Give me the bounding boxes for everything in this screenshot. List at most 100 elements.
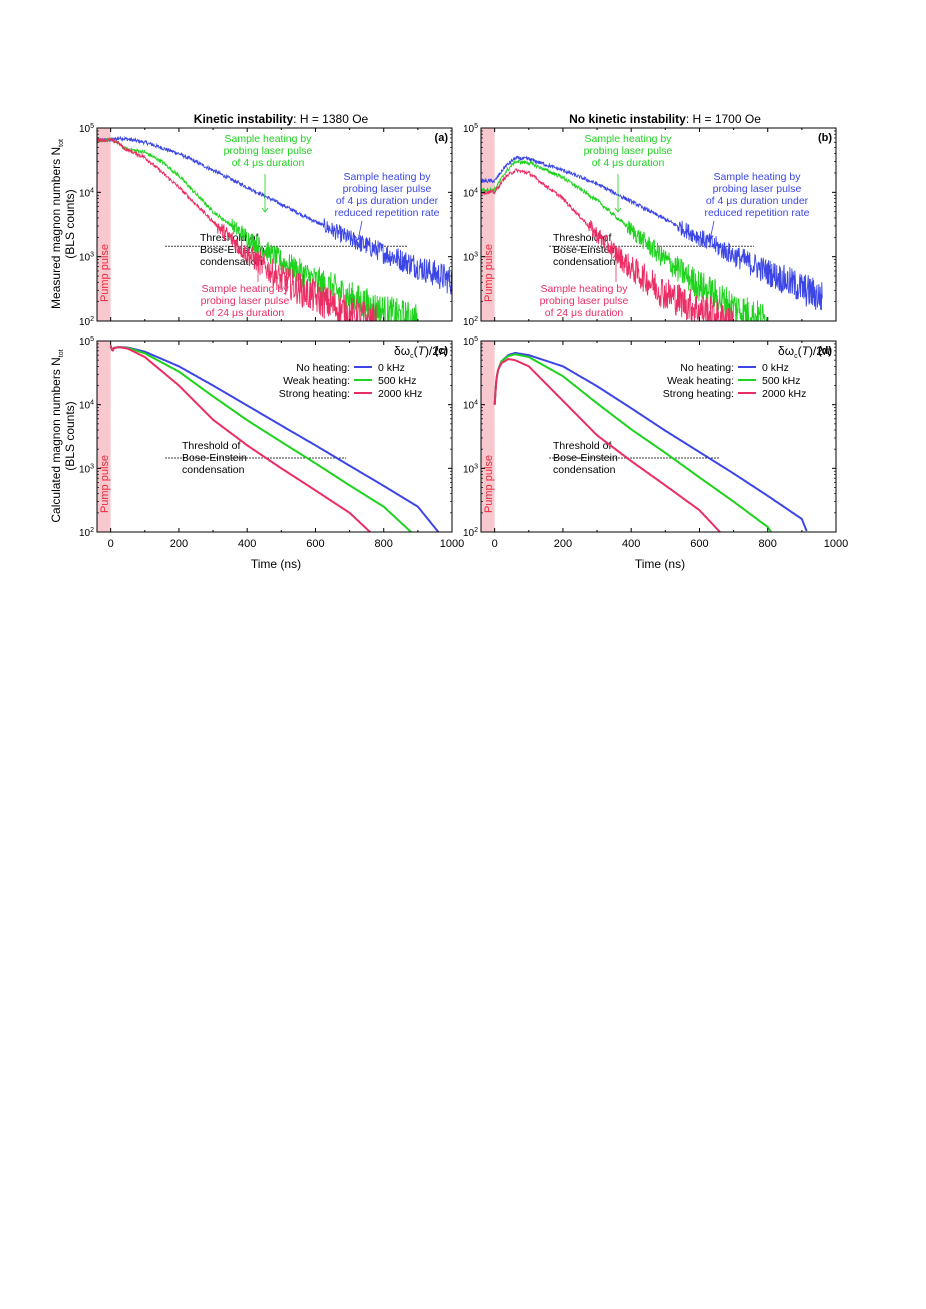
x-tick-label: 600	[306, 538, 324, 550]
ylabel-bottom-text: Calculated magnon numbers N	[49, 357, 63, 522]
annotation-green: Sample heating by	[585, 133, 673, 145]
series-line-blue	[97, 135, 452, 295]
ylabel-bottom-subscript: tot	[58, 349, 65, 357]
x-tick-label: 400	[622, 538, 640, 550]
series-line-green	[109, 345, 412, 532]
annotation-arrowhead	[706, 235, 714, 241]
x-tick-label: 200	[170, 538, 188, 550]
annotation-arrowhead	[261, 207, 269, 213]
annotation-red: probing laser pulse	[201, 295, 290, 307]
ylabel-bottom-line2: (BLS counts)	[63, 401, 77, 470]
threshold-label: condensation	[182, 464, 245, 476]
legend-value: 0 kHz	[378, 362, 405, 374]
x-tick-label: 1000	[440, 538, 464, 550]
threshold-label: condensation	[553, 464, 616, 476]
xlabel-left: Time (ns)	[251, 557, 301, 571]
series-line-blue	[109, 345, 440, 532]
legend-value: 2000 kHz	[378, 388, 422, 400]
x-tick-label: 600	[690, 538, 708, 550]
y-tick-label: 102	[79, 527, 94, 539]
y-tick-label: 105	[79, 123, 94, 135]
series-line-green	[97, 136, 418, 321]
legend-label: Weak heating:	[283, 375, 350, 387]
title-left-rest: : H = 1380 Oe	[293, 112, 368, 126]
panel-d: Pump pulse Threshold ofBose-Einsteinconde…	[463, 336, 848, 550]
pump-pulse-band	[481, 128, 495, 321]
y-tick-label: 105	[79, 336, 94, 348]
panel-label: (a)	[435, 132, 449, 144]
title-right-rest: : H = 1700 Oe	[686, 112, 761, 126]
series-line-red	[493, 358, 721, 532]
y-tick-label: 103	[79, 252, 94, 264]
series-line-blue	[481, 155, 823, 311]
series-group	[481, 155, 823, 321]
plot-frame	[480, 340, 837, 533]
annotation-arrowhead	[354, 235, 362, 241]
plot-frame	[96, 127, 453, 322]
annotation-blue: probing laser pulse	[713, 183, 802, 195]
annotation-green: Sample heating by	[225, 133, 313, 145]
y-tick-label: 105	[463, 123, 478, 135]
series-group	[109, 345, 440, 532]
pump-pulse-label: Pump pulse	[99, 455, 111, 513]
y-tick-label: 102	[79, 316, 94, 328]
threshold-label: Bose-Einstein	[553, 244, 618, 256]
threshold-label: condensation	[553, 256, 616, 268]
y-tick-label: 103	[463, 463, 478, 475]
ylabel-top-text: Measured magnon numbers N	[49, 147, 63, 309]
pump-pulse-label: Pump pulse	[483, 455, 495, 513]
plot-frame	[96, 340, 453, 533]
threshold-label: Threshold of	[553, 440, 611, 452]
annotation-blue: Sample heating by	[714, 171, 802, 183]
annotation-blue: of 4 μs duration under	[336, 195, 439, 207]
legend-value: 500 kHz	[762, 375, 801, 387]
legend-label: No heating:	[680, 362, 734, 374]
pump-pulse-label: Pump pulse	[483, 244, 495, 302]
annotation-arrowhead	[614, 207, 622, 213]
pump-pulse-band	[97, 341, 111, 532]
y-tick-label: 105	[463, 336, 478, 348]
legend-value: 2000 kHz	[762, 388, 806, 400]
ylabel-top-line2: (BLS counts)	[63, 189, 77, 258]
y-tick-label: 103	[79, 463, 94, 475]
y-tick-label: 103	[463, 252, 478, 264]
pump-pulse-label: Pump pulse	[99, 244, 111, 302]
x-tick-label: 0	[108, 538, 114, 550]
legend-label: Weak heating:	[667, 375, 734, 387]
ylabel-top: Measured magnon numbers Ntot (BLS counts…	[49, 139, 77, 309]
annotation-green: of 4 μs duration	[232, 157, 305, 169]
series-line-green	[481, 159, 768, 321]
x-tick-label: 800	[759, 538, 777, 550]
series-group	[97, 135, 452, 321]
y-tick-label: 102	[463, 316, 478, 328]
panel-label: (c)	[435, 345, 449, 357]
legend-value: 500 kHz	[378, 375, 417, 387]
panel-c: Pump pulse Threshold ofBose-Einsteinconde…	[79, 336, 464, 550]
legend-value: 0 kHz	[762, 362, 789, 374]
ylabel-bottom-line1: Calculated magnon numbers Ntot	[49, 349, 65, 522]
xlabel-right: Time (ns)	[635, 557, 685, 571]
threshold-label: Bose-Einstein	[553, 452, 618, 464]
annotation-green: of 4 μs duration	[592, 157, 665, 169]
annotation-blue: of 4 μs duration under	[706, 195, 809, 207]
x-tick-label: 0	[492, 538, 498, 550]
annotation-arrowhead	[254, 253, 262, 259]
y-tick-label: 104	[463, 187, 478, 199]
annotation-red: Sample heating by	[202, 283, 290, 295]
pump-pulse-band	[481, 341, 495, 532]
legend-title: δωc(T)/2π	[778, 344, 832, 360]
annotation-red: of 24 μs duration	[206, 307, 285, 319]
annotation-blue: probing laser pulse	[343, 183, 432, 195]
y-tick-label: 104	[463, 400, 478, 412]
threshold-label: Bose-Einstein	[182, 452, 247, 464]
series-group	[493, 351, 808, 532]
annotation-blue: Sample heating by	[344, 171, 432, 183]
annotation-red: probing laser pulse	[540, 295, 629, 307]
y-tick-label: 104	[79, 187, 94, 199]
annotation-arrow	[357, 220, 363, 241]
annotation-arrowhead	[612, 253, 620, 259]
annotation-green: probing laser pulse	[584, 145, 673, 157]
